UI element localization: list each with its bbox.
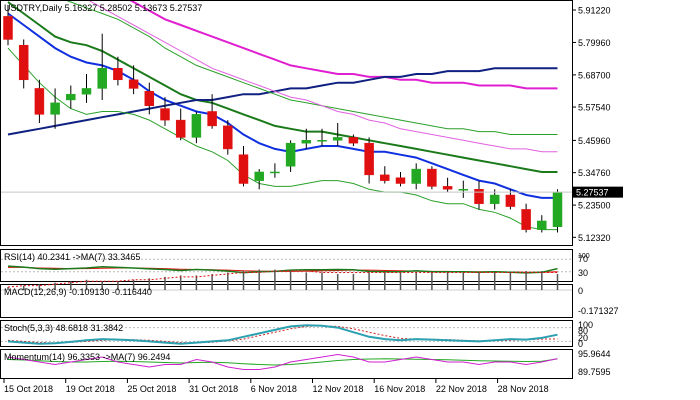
rsi-level-70: 70 [578,254,588,264]
candle-bull [301,140,312,144]
candle-bear [113,68,123,81]
stoch-level-0: 0 [578,339,583,349]
date-label: 12 Nov 2018 [313,384,364,394]
candle-bear [380,174,390,181]
candle-bear [427,168,437,187]
candle-bull [411,168,421,184]
rsi-panel [1,258,572,274]
date-label: 19 Oct 2018 [66,384,115,394]
candle-bear [175,119,186,138]
candle-bear [505,194,516,207]
current-price-label: 5.27537 [576,188,609,198]
candle-bull [50,102,60,115]
price-tick-label: 5.23500 [578,201,611,211]
price-tick-label: 5.34760 [578,168,611,178]
rsi-level-30: 30 [578,268,588,278]
candle-bull [317,140,327,142]
candle-bear [18,44,29,81]
moving-average-lines [7,1,558,231]
candle-bear [521,209,531,230]
date-label: 31 Oct 2018 [189,384,238,394]
macd-zero-label: 0 [578,286,583,296]
candle-bear [442,186,453,190]
ma-line-ma_fast-0 [7,12,558,199]
candle-bear [34,88,45,115]
rsi-line [7,265,558,274]
candle-bull [191,114,202,138]
candle-bull [81,88,92,95]
candle-bull [552,191,563,227]
candle-bear [223,125,233,150]
momentum-panel [7,353,558,370]
stoch-header: Stoch(5,3,3) 48.6818 31.3842 [4,323,123,333]
momentum-header: Momentum(14) 96.3353 ->MA(7) 96.2494 [4,352,170,362]
stoch-level-100: 100 [578,320,593,330]
momentum-panel-frame [0,349,573,379]
price-tick-label: 5.91220 [578,6,611,16]
main-panel-frame [0,0,573,246]
candle-bull [489,194,500,204]
rsi-header: RSI(14) 40.2341 ->MA(7) 33.3465 [4,252,140,262]
price-tick-label: 5.79960 [578,38,611,48]
candle-bull [97,68,107,89]
momentum-upper-label: 95.9644 [578,349,611,359]
price-tick-label: 5.12320 [578,233,611,243]
candle-bear [474,189,484,204]
date-label: 15 Oct 2018 [4,384,53,394]
candle-bear [160,108,170,121]
stoch-main-line [7,324,558,345]
date-label: 25 Oct 2018 [127,384,176,394]
stoch-panel-frame [0,320,573,347]
momentum-lower-label: 89.7595 [578,367,611,377]
price-axis: 5.91220 5.79960 5.68700 5.57540 5.45960 5.347… [572,6,611,243]
date-label: 16 Nov 2018 [374,384,425,394]
date-label: 6 Nov 2018 [251,384,297,394]
stoch-panel [1,324,572,345]
ma-line-band_green-5 [66,1,558,135]
candle-bull [458,189,469,191]
candle-bear [3,16,13,40]
candle-bear [238,154,249,184]
candle-bull [270,171,280,174]
momentum-line [7,353,558,370]
candle-bear [364,142,374,176]
ma-line-ma_slow_magenta-2 [129,1,558,90]
stoch-level-80: 80 [578,326,588,336]
candle-bear [395,177,406,184]
current-price-tag: 5.27537 [573,186,623,198]
price-tick-label: 5.57540 [578,103,611,113]
date-axis: 15 Oct 2018 19 Oct 2018 25 Oct 2018 31 Oct … [3,379,549,394]
candle-bull [285,142,296,167]
ma-line-ma_long_navy-3 [7,67,558,136]
candle-bear [128,79,139,89]
ma-line-ma_mid-1 [7,1,558,173]
candle-bull [66,93,76,101]
macd-panel-frame [0,284,573,318]
candle-bear [348,137,359,144]
ma-line-band_magenta-6 [88,1,558,153]
rsi-level-100: 100 [578,253,590,260]
candle-bull [254,171,264,181]
macd-panel [1,269,572,291]
candle-bear [144,91,155,106]
candle-bull [332,137,343,141]
price-tick-label: 5.45960 [578,136,611,146]
price-tick-label: 5.68700 [578,70,611,80]
panel-frames [0,0,573,379]
main-header: USDTRY,Daily 5.16327 5.28502 5.13673 5.2… [4,3,202,13]
candle-bull [537,220,547,230]
ma-line-band_green-4 [7,47,558,231]
date-label: 22 Nov 2018 [436,384,487,394]
candle-bear [207,111,217,127]
macd-header: MACD(12,26,9) -0.109130 -0.116440 [4,287,152,297]
candles [3,4,563,233]
stoch-level-20: 20 [578,333,588,343]
rsi-panel-frame [0,249,573,282]
macd-min-label: -0.171327 [578,306,619,316]
date-label: 28 Nov 2018 [498,384,549,394]
